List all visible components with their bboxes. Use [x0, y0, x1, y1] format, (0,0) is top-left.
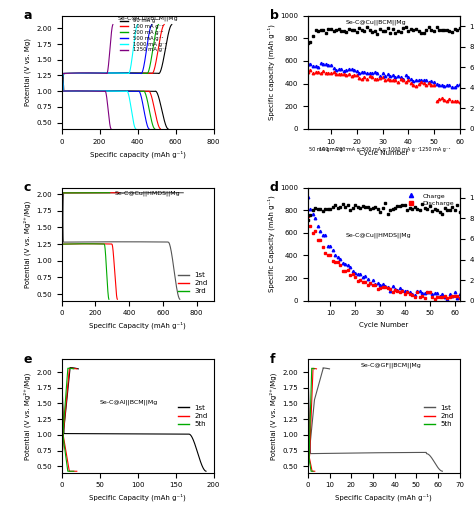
- Text: 200 mA g⁻¹: 200 mA g⁻¹: [336, 147, 365, 152]
- Text: d: d: [270, 181, 279, 194]
- Legend: Charge, Discharge: Charge, Discharge: [402, 191, 456, 208]
- Y-axis label: Potential (V vs. Mg²⁺/Mg): Potential (V vs. Mg²⁺/Mg): [269, 372, 277, 460]
- Text: f: f: [270, 353, 275, 365]
- Y-axis label: Potential (V vs. Mg²⁺/Mg): Potential (V vs. Mg²⁺/Mg): [23, 201, 31, 288]
- Charge: [335, 254, 340, 260]
- Text: Se-C@Cu||HMDS||Mg: Se-C@Cu||HMDS||Mg: [346, 233, 411, 238]
- Charge: [397, 285, 403, 291]
- X-axis label: Cycle Number: Cycle Number: [359, 322, 409, 328]
- Text: Se-C@Cu||BCM||Mg: Se-C@Cu||BCM||Mg: [118, 16, 179, 21]
- X-axis label: Specific Capacity (mAh g⁻¹): Specific Capacity (mAh g⁻¹): [336, 494, 432, 501]
- Text: b: b: [270, 9, 279, 22]
- Text: Se-C@Cu||BCM||Mg: Se-C@Cu||BCM||Mg: [346, 19, 406, 25]
- Text: 500 mA g⁻¹: 500 mA g⁻¹: [362, 147, 390, 152]
- Discharge: [345, 267, 350, 273]
- Y-axis label: Potential (V vs. Mg²⁺/Mg): Potential (V vs. Mg²⁺/Mg): [23, 372, 31, 460]
- Legend: 1st, 2nd, 5th: 1st, 2nd, 5th: [421, 402, 456, 430]
- Text: 50 mA g⁻¹: 50 mA g⁻¹: [309, 147, 334, 152]
- Discharge: [305, 213, 310, 219]
- Discharge: [457, 295, 463, 301]
- Charge: [345, 262, 350, 268]
- Legend: 1st, 2nd, 3rd: 1st, 2nd, 3rd: [175, 269, 210, 297]
- Y-axis label: Specific Capacity (mAh g⁻¹): Specific Capacity (mAh g⁻¹): [267, 196, 274, 292]
- Text: e: e: [24, 353, 32, 365]
- Y-axis label: Specific capacity (mAh g⁻¹): Specific capacity (mAh g⁻¹): [267, 24, 274, 120]
- Legend: 1st, 2nd, 5th: 1st, 2nd, 5th: [175, 402, 210, 430]
- Text: Se-C@GF||BCM||Mg: Se-C@GF||BCM||Mg: [361, 363, 422, 369]
- Charge: [318, 228, 323, 234]
- Text: c: c: [24, 181, 31, 194]
- Legend: 50 mA g⁻¹, 100 mA g⁻¹, 200 mA g⁻¹, 500 mA g⁻¹, 1000 mA g⁻¹, 1250 mA g⁻¹: 50 mA g⁻¹, 100 mA g⁻¹, 200 mA g⁻¹, 500 m…: [120, 18, 166, 52]
- Discharge: [380, 284, 385, 290]
- Y-axis label: Potential (V vs. Mg): Potential (V vs. Mg): [24, 38, 31, 106]
- Discharge: [397, 288, 403, 295]
- Charge: [380, 281, 385, 287]
- Text: a: a: [24, 9, 32, 22]
- Text: 1000 mA g⁻¹: 1000 mA g⁻¹: [388, 147, 419, 152]
- X-axis label: Specific Capacity (mAh g⁻¹): Specific Capacity (mAh g⁻¹): [89, 494, 186, 501]
- Discharge: [439, 294, 445, 300]
- Charge: [457, 291, 463, 298]
- Charge: [437, 293, 443, 299]
- Text: Se-C@Cu||HMDS||Mg: Se-C@Cu||HMDS||Mg: [115, 191, 181, 196]
- Text: 100 mA g⁻¹: 100 mA g⁻¹: [319, 147, 347, 152]
- Text: Se-C@Al||BCM||Mg: Se-C@Al||BCM||Mg: [100, 399, 158, 405]
- Charge: [445, 296, 450, 302]
- Discharge: [335, 259, 340, 266]
- Text: 1250 mA g⁻¹: 1250 mA g⁻¹: [419, 147, 450, 152]
- Discharge: [432, 296, 438, 302]
- Discharge: [318, 237, 323, 243]
- X-axis label: Cycle Number: Cycle Number: [359, 150, 409, 156]
- Charge: [305, 194, 310, 200]
- Line: Charge: Charge: [307, 195, 461, 300]
- Line: Discharge: Discharge: [307, 215, 461, 300]
- X-axis label: Specific Capacity (mAh g⁻¹): Specific Capacity (mAh g⁻¹): [89, 322, 186, 329]
- X-axis label: Specific capacity (mAh g⁻¹): Specific capacity (mAh g⁻¹): [90, 150, 185, 157]
